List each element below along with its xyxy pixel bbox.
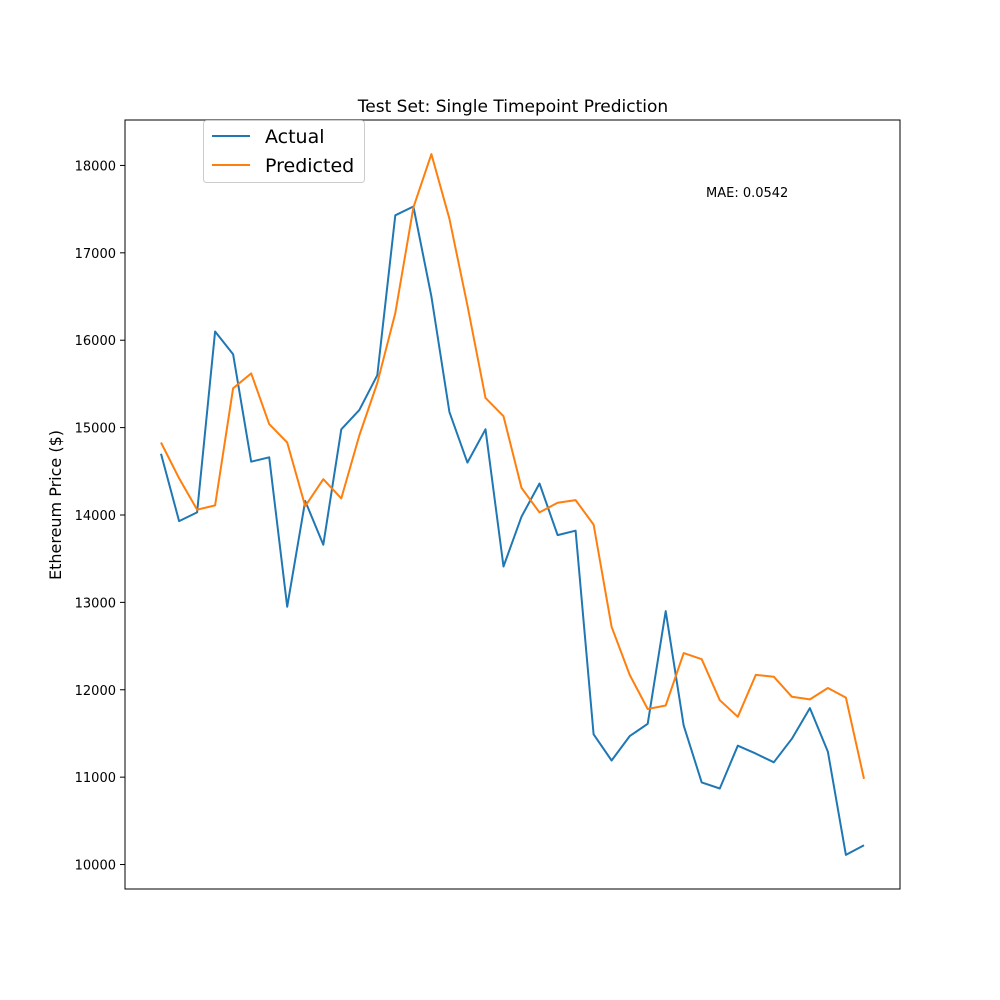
legend: Actual Predicted	[203, 120, 365, 183]
chart-title: Test Set: Single Timepoint Prediction	[357, 97, 668, 117]
mae-annotation: MAE: 0.0542	[706, 186, 788, 201]
y-tick-label-12000: 12000	[75, 684, 116, 699]
y-tick-label-10000: 10000	[75, 859, 116, 874]
y-tick-label-17000: 17000	[75, 247, 116, 262]
legend-label-actual: Actual	[265, 126, 325, 148]
series-line-actual	[160, 205, 865, 856]
y-tick-label-14000: 14000	[75, 509, 116, 524]
legend-label-predicted: Predicted	[265, 155, 354, 177]
y-axis-ticks: 10000 11000 12000 13000 14000 15000 16000 17000…	[75, 159, 125, 874]
y-tick-label-11000: 11000	[75, 771, 116, 786]
y-tick-label-16000: 16000	[75, 334, 116, 349]
y-tick-label-15000: 15000	[75, 422, 116, 437]
series-line-predicted	[160, 153, 865, 780]
y-tick-label-13000: 13000	[75, 596, 116, 611]
y-axis-label: Ethereum Price ($)	[46, 430, 65, 580]
series-lines	[160, 153, 865, 856]
y-tick-label-18000: 18000	[75, 159, 116, 174]
plot-area-frame	[124, 119, 901, 890]
